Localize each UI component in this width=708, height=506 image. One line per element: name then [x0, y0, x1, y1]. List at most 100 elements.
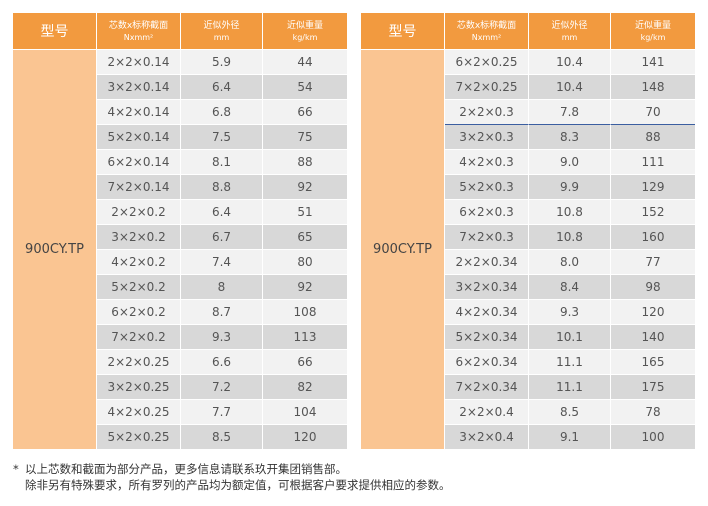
- table-row: 4×2×0.3 9.0 111: [361, 149, 695, 174]
- diameter-cell: 7.7: [181, 399, 263, 424]
- spec-cell: 6×2×0.2: [97, 299, 181, 324]
- diameter-header-unit: mm: [213, 32, 230, 42]
- weight-cell: 65: [263, 224, 347, 249]
- table-row: 900CY.TP 6×2×0.25 10.4 141: [361, 49, 695, 449]
- diameter-column-header: 近似外径 mm: [181, 13, 263, 49]
- spec-cell: 7×2×0.14: [97, 174, 181, 199]
- table-row: 2×2×0.2 6.4 51: [13, 199, 347, 224]
- spec-cell: 7×2×0.2: [97, 324, 181, 349]
- spec-cell: 7×2×0.25: [445, 74, 529, 99]
- weight-cell: 120: [263, 424, 347, 449]
- spec-table-left: 型号 芯数x标称截面 Nxmm² 近似外径 mm 近似重量 kg/km 900C…: [13, 13, 347, 449]
- weight-cell: 92: [263, 174, 347, 199]
- weight-cell: 51: [263, 199, 347, 224]
- weight-cell: 44: [263, 49, 347, 74]
- model-column-header: 型号: [361, 13, 445, 49]
- table-body-right: 900CY.TP 6×2×0.25 10.4 141 7×2×0.25 10.4 148 2×…: [361, 49, 695, 449]
- weight-cell: 104: [263, 399, 347, 424]
- spec-cell: 6×2×0.14: [97, 149, 181, 174]
- spec-cell: 6×2×0.25: [445, 49, 529, 74]
- weight-cell: 129: [611, 174, 695, 199]
- spec-cell: 6×2×0.34: [445, 349, 529, 374]
- footnote-marker: *: [13, 462, 19, 476]
- diameter-cell: 7.2: [181, 374, 263, 399]
- table-row: 3×2×0.2 6.7 65: [13, 224, 347, 249]
- diameter-cell: 11.1: [529, 374, 611, 399]
- table-row: 4×2×0.2 7.4 80: [13, 249, 347, 274]
- table-row: 2×2×0.25 6.6 66: [13, 349, 347, 374]
- diameter-header-unit: mm: [561, 32, 578, 42]
- footnote-text-1: 以上芯数和截面为部分产品，更多信息请联系玖开集团销售部。: [25, 462, 347, 476]
- spec-cell: 5×2×0.14: [97, 124, 181, 149]
- spec-column-header: 芯数x标称截面 Nxmm²: [97, 13, 181, 49]
- table-row: 5×2×0.34 10.1 140: [361, 324, 695, 349]
- table-row: 3×2×0.4 9.1 100: [361, 424, 695, 449]
- table-row: 900CY.TP 2×2×0.14 5.9 44: [13, 49, 347, 449]
- spec-cell: 3×2×0.2: [97, 224, 181, 249]
- table-row: 3×2×0.14 6.4 54: [13, 74, 347, 99]
- footnote-line-1: * 以上芯数和截面为部分产品，更多信息请联系玖开集团销售部。: [13, 461, 451, 477]
- weight-cell: 98: [611, 274, 695, 299]
- model-column-header: 型号: [13, 13, 97, 49]
- weight-cell: 92: [263, 274, 347, 299]
- diameter-cell: 8.8: [181, 174, 263, 199]
- table-row: 6×2×0.34 11.1 165: [361, 349, 695, 374]
- table-row: 3×2×0.25 7.2 82: [13, 374, 347, 399]
- spec-cell: 3×2×0.25: [97, 374, 181, 399]
- diameter-cell: 8.1: [181, 149, 263, 174]
- diameter-cell: 8.4: [529, 274, 611, 299]
- weight-cell: 148: [611, 74, 695, 99]
- spec-cell: 2×2×0.4: [445, 399, 529, 424]
- weight-cell: 141: [611, 49, 695, 74]
- diameter-cell: 8.5: [181, 424, 263, 449]
- spec-cell: 3×2×0.14: [97, 74, 181, 99]
- diameter-cell: 6.8: [181, 99, 263, 124]
- table-row: 6×2×0.3 10.8 152: [361, 199, 695, 224]
- weight-cell: 100: [611, 424, 695, 449]
- table-row: 3×2×0.3 8.3 88: [361, 124, 695, 149]
- diameter-header-label: 近似外径: [203, 20, 240, 31]
- diameter-column-header: 近似外径 mm: [529, 13, 611, 49]
- diameter-cell: 11.1: [529, 349, 611, 374]
- spec-cell: 5×2×0.34: [445, 324, 529, 349]
- footnote-line-2: 除非另有特殊要求，所有罗列的产品均为额定值，可根据客户要求提供相应的参数。: [13, 477, 451, 493]
- table-row: 3×2×0.34 8.4 98: [361, 274, 695, 299]
- diameter-cell: 6.6: [181, 349, 263, 374]
- spec-cell: 4×2×0.14: [97, 99, 181, 124]
- weight-cell: 75: [263, 124, 347, 149]
- spec-header-unit: Nxmm²: [471, 32, 502, 42]
- table-row: 7×2×0.34 11.1 175: [361, 374, 695, 399]
- footnote-text-2: 除非另有特殊要求，所有罗列的产品均为额定值，可根据客户要求提供相应的参数。: [25, 478, 451, 492]
- diameter-cell: 8.0: [529, 249, 611, 274]
- diameter-cell: 9.3: [529, 299, 611, 324]
- weight-cell: 175: [611, 374, 695, 399]
- table-row: 4×2×0.25 7.7 104: [13, 399, 347, 424]
- diameter-cell: 9.0: [529, 149, 611, 174]
- diameter-cell: 10.8: [529, 224, 611, 249]
- spec-cell: 7×2×0.3: [445, 224, 529, 249]
- spec-cell: 5×2×0.3: [445, 174, 529, 199]
- weight-cell: 140: [611, 324, 695, 349]
- weight-cell: 165: [611, 349, 695, 374]
- table-row: 6×2×0.2 8.7 108: [13, 299, 347, 324]
- diameter-cell: 8.5: [529, 399, 611, 424]
- spec-cell: 2×2×0.34: [445, 249, 529, 274]
- weight-cell: 77: [611, 249, 695, 274]
- weight-cell: 54: [263, 74, 347, 99]
- weight-cell: 88: [611, 124, 695, 149]
- weight-cell: 120: [611, 299, 695, 324]
- diameter-cell: 7.8: [529, 99, 611, 124]
- weight-cell: 78: [611, 399, 695, 424]
- spec-cell: 3×2×0.3: [445, 124, 529, 149]
- model-cell: 900CY.TP: [13, 49, 97, 449]
- table-header-row: 型号 芯数x标称截面 Nxmm² 近似外径 mm 近似重量 kg/km: [13, 13, 347, 49]
- table-row: 5×2×0.2 8 92: [13, 274, 347, 299]
- table-row: 5×2×0.14 7.5 75: [13, 124, 347, 149]
- diameter-cell: 7.5: [181, 124, 263, 149]
- spec-cell: 3×2×0.4: [445, 424, 529, 449]
- diameter-cell: 9.3: [181, 324, 263, 349]
- spec-cell: 4×2×0.2: [97, 249, 181, 274]
- spec-cell: 5×2×0.2: [97, 274, 181, 299]
- table-row: 2×2×0.4 8.5 78: [361, 399, 695, 424]
- weight-header-label: 近似重量: [286, 20, 323, 31]
